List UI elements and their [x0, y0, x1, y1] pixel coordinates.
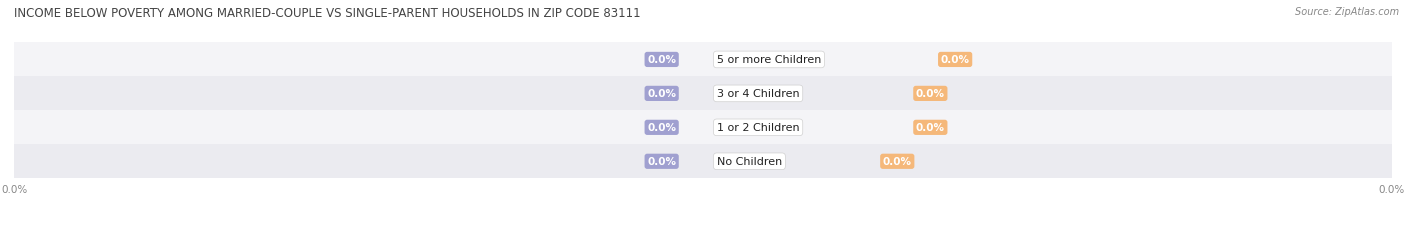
Text: 5 or more Children: 5 or more Children — [717, 55, 821, 65]
Bar — [14, 77, 1392, 111]
Text: 0.0%: 0.0% — [647, 89, 676, 99]
Bar — [14, 43, 1392, 77]
Bar — [14, 111, 1392, 145]
Bar — [14, 145, 1392, 179]
Text: INCOME BELOW POVERTY AMONG MARRIED-COUPLE VS SINGLE-PARENT HOUSEHOLDS IN ZIP COD: INCOME BELOW POVERTY AMONG MARRIED-COUPL… — [14, 7, 641, 20]
Text: Source: ZipAtlas.com: Source: ZipAtlas.com — [1295, 7, 1399, 17]
Text: No Children: No Children — [717, 157, 782, 167]
Text: 0.0%: 0.0% — [915, 89, 945, 99]
Text: 0.0%: 0.0% — [915, 123, 945, 133]
Text: 0.0%: 0.0% — [647, 123, 676, 133]
Text: 0.0%: 0.0% — [647, 55, 676, 65]
Text: 1 or 2 Children: 1 or 2 Children — [717, 123, 800, 133]
Text: 0.0%: 0.0% — [941, 55, 970, 65]
Text: 3 or 4 Children: 3 or 4 Children — [717, 89, 800, 99]
Text: 0.0%: 0.0% — [883, 157, 911, 167]
Text: 0.0%: 0.0% — [647, 157, 676, 167]
